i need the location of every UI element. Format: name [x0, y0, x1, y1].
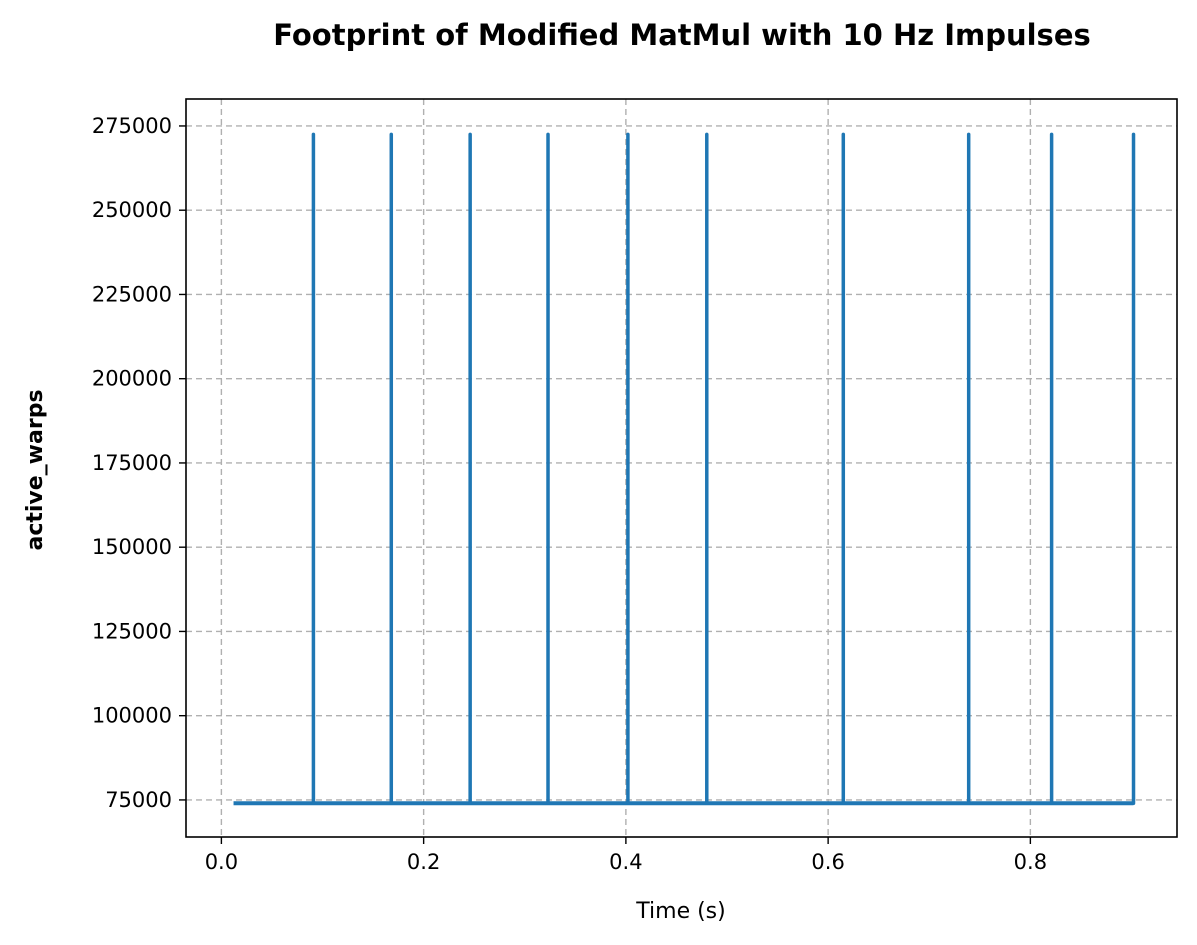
y-tick-label: 125000: [92, 619, 172, 643]
grid-lines: [186, 99, 1177, 837]
y-tick-label: 225000: [92, 282, 172, 306]
x-tick-label: 0.6: [811, 850, 844, 874]
y-tick-label: 200000: [92, 367, 172, 391]
series-layer: [233, 132, 1136, 806]
x-tick-label: 0.8: [1014, 850, 1047, 874]
x-tick-label: 0.2: [407, 850, 440, 874]
x-axis-label: Time (s): [635, 899, 725, 924]
x-axis: 0.0 0.2 0.4 0.6 0.8: [205, 837, 1047, 874]
y-tick-label: 250000: [92, 198, 172, 222]
y-axis: 75000 100000 125000 150000 175000 200000 22500…: [92, 114, 186, 812]
y-tick-label: 75000: [105, 788, 172, 812]
y-tick-label: 150000: [92, 535, 172, 559]
y-tick-label: 275000: [92, 114, 172, 138]
x-tick-label: 0.0: [205, 850, 238, 874]
x-tick-label: 0.4: [609, 850, 642, 874]
chart-title: Footprint of Modified MatMul with 10 Hz …: [273, 18, 1091, 52]
y-tick-label: 175000: [92, 451, 172, 475]
plot-frame: [185, 98, 1178, 838]
y-axis-label: active_warps: [23, 389, 48, 550]
y-tick-label: 100000: [92, 704, 172, 728]
